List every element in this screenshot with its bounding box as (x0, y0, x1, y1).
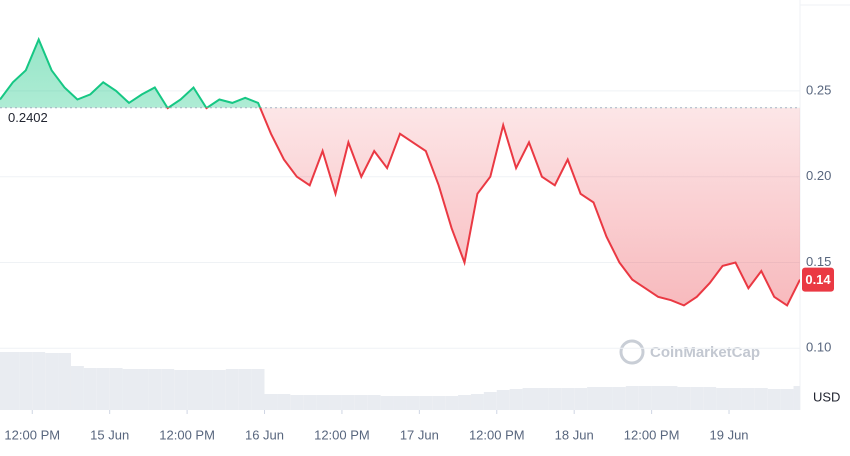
volume-bar (264, 394, 278, 410)
volume-bar (754, 388, 768, 410)
volume-bar (200, 370, 213, 410)
x-tick-label: 12:00 PM (624, 427, 680, 442)
volume-bar (148, 369, 162, 410)
volume-bar (612, 387, 626, 410)
volume-bar (329, 395, 342, 410)
volume-bar (741, 388, 755, 410)
area-down (167, 107, 800, 306)
volume-bar (238, 369, 252, 410)
volume-bar (767, 389, 781, 410)
volume-bar (32, 352, 46, 410)
x-tick-label: 16 Jun (245, 427, 284, 442)
x-tick-label: 12:00 PM (314, 427, 370, 442)
volume-bar (625, 386, 639, 410)
x-tick-label: 12:00 PM (4, 427, 60, 442)
watermark: CoinMarketCap (619, 339, 760, 365)
volume-bar (793, 386, 800, 410)
volume-bar (251, 369, 265, 410)
watermark-text: CoinMarketCap (650, 344, 760, 361)
volume-bar (354, 395, 368, 410)
volume-bar (535, 388, 549, 410)
volume-bar (432, 396, 446, 410)
volume-bar (600, 387, 613, 410)
volume-bar (393, 396, 407, 410)
volume-bar (638, 386, 652, 410)
y-tick-label: 0.25 (806, 82, 831, 97)
volume-bar (367, 395, 381, 410)
volume-bar (58, 353, 71, 410)
x-tick-label: 18 Jun (555, 427, 594, 442)
volume-bar (587, 387, 600, 410)
volume-bar (458, 395, 471, 410)
volume-bar (174, 370, 188, 410)
volume-bar (716, 388, 730, 410)
volume-bar (45, 353, 59, 410)
volume-bar (651, 386, 665, 410)
volume-bar (690, 387, 704, 410)
volume-bar (574, 388, 588, 410)
price-line-up (0, 36, 262, 108)
volume-bar (109, 368, 123, 410)
volume-bar (161, 369, 175, 410)
x-tick-label: 12:00 PM (159, 427, 215, 442)
price-line-down (166, 107, 800, 307)
area-up (0, 39, 800, 108)
x-tick-label: 15 Jun (90, 427, 129, 442)
volume-bar (225, 369, 239, 410)
x-tick-label: 19 Jun (710, 427, 749, 442)
volume-bar (419, 396, 433, 410)
current-price-label: 0.14 (805, 272, 831, 287)
y-unit: USD (813, 389, 840, 404)
volume-bar (470, 394, 484, 410)
volume-bar (83, 368, 97, 410)
volume-bar (290, 395, 304, 410)
volume-bar (122, 369, 136, 410)
baseline-label: 0.2402 (8, 110, 48, 125)
volume-bar (96, 368, 110, 410)
volume-bar (187, 370, 200, 410)
volume-bar (445, 396, 459, 410)
x-tick-label: 12:00 PM (469, 427, 525, 442)
volume-bar (780, 389, 794, 410)
volume-bar (341, 395, 355, 410)
volume-bar (212, 370, 226, 410)
x-tick-label: 17 Jun (400, 427, 439, 442)
volume-bar (303, 395, 317, 410)
y-tick-label: 0.15 (806, 254, 831, 269)
volume-bar (509, 389, 523, 410)
volume-bar (483, 392, 497, 410)
volume-bar (496, 390, 510, 410)
volume-bar (729, 388, 742, 410)
volume-bar (677, 387, 691, 410)
volume-bar (70, 366, 84, 410)
y-tick-label: 0.20 (806, 168, 831, 183)
volume-bar (664, 386, 678, 410)
volume-bar (316, 395, 330, 410)
volume-bar (135, 369, 149, 410)
volume-bar (277, 394, 291, 410)
volume-bar (561, 388, 575, 410)
volume-bar (522, 388, 536, 410)
volume-bar (548, 388, 562, 410)
volume-bar (703, 387, 717, 410)
volume-bar (19, 352, 33, 410)
y-tick-label: 0.10 (806, 340, 831, 355)
volume-bar (406, 396, 420, 410)
volume-bar (380, 396, 394, 410)
current-price-badge (802, 267, 834, 292)
volume-bar (6, 352, 20, 410)
baseline-label-bg (4, 110, 56, 127)
